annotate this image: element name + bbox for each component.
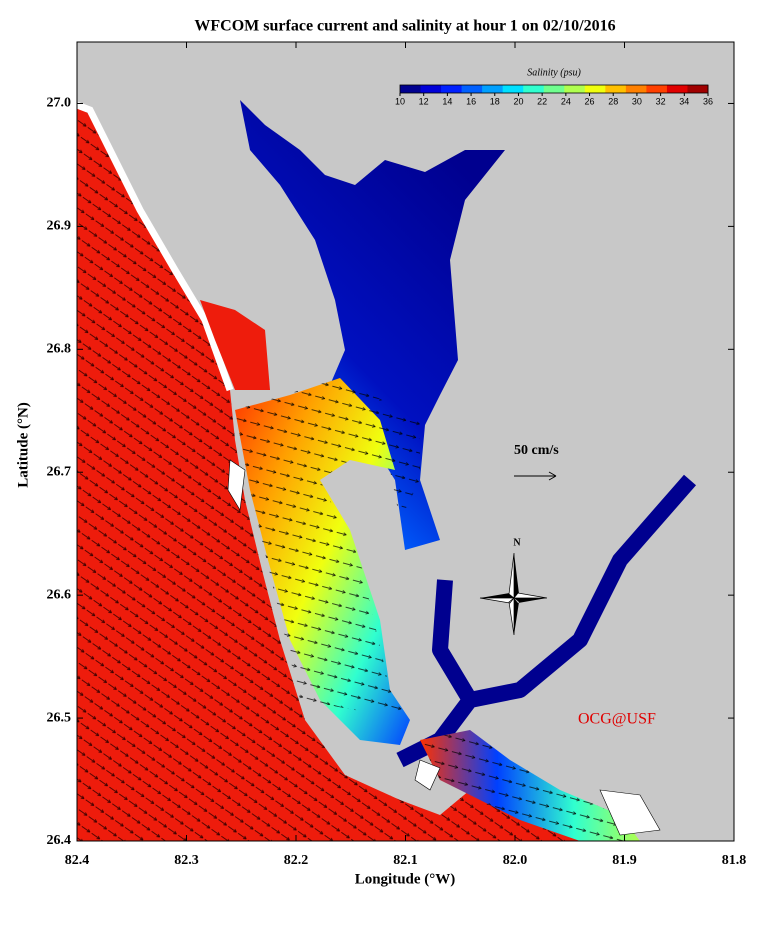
barrier-islands — [77, 101, 234, 392]
colorbar-label: Salinity (psu) — [527, 67, 581, 78]
lemon-bay — [200, 300, 270, 390]
y-axis-label: Latitude (°N) — [15, 402, 31, 488]
colorbar-segment — [461, 85, 483, 93]
charlotte-harbor — [240, 100, 505, 550]
chart-title: WFCOM surface current and salinity at ho… — [194, 18, 615, 35]
compass-light — [479, 552, 548, 636]
scale-arrow: 50 cm/s — [514, 443, 559, 481]
colorbar-tick-label: 18 — [490, 96, 500, 106]
scale-label: 50 cm/s — [514, 443, 559, 458]
x-tick-label: 82.1 — [393, 853, 418, 868]
colorbar-segment — [564, 85, 586, 93]
colorbar-tick-label: 26 — [585, 96, 595, 106]
colorbar-tick-label: 14 — [442, 96, 452, 106]
colorbar-tick-label: 32 — [656, 96, 666, 106]
colorbar-segment — [625, 85, 647, 93]
x-tick-label: 82.0 — [503, 853, 528, 868]
colorbar-tick-label: 28 — [608, 96, 618, 106]
colorbar-segment — [400, 85, 422, 93]
colorbar-segment — [482, 85, 504, 93]
y-tick-label: 26.7 — [47, 464, 72, 479]
colorbar-tick-label: 16 — [466, 96, 476, 106]
map-area — [77, 42, 734, 841]
north-label: N — [513, 537, 521, 548]
colorbar-segment — [543, 85, 565, 93]
colorbar-segment — [584, 85, 606, 93]
x-tick-label: 82.3 — [174, 853, 199, 868]
colorbar-segment — [646, 85, 668, 93]
colorbar-frame — [399, 84, 709, 94]
colorbar-tick-label: 22 — [537, 96, 547, 106]
colorbar-segment — [523, 85, 545, 93]
y-tick-label: 26.9 — [47, 219, 72, 234]
sound-vectors — [235, 378, 420, 720]
y-tick-label: 26.8 — [47, 342, 72, 357]
colorbar-tick-label: 20 — [513, 96, 523, 106]
scale-head — [548, 471, 557, 481]
colorbar-segment — [666, 85, 688, 93]
x-tick-label: 81.8 — [722, 853, 747, 868]
colorbar-tick-label: 24 — [561, 96, 571, 106]
colorbar-tick-label: 10 — [395, 96, 405, 106]
credit: OCG@USF — [578, 711, 656, 728]
colorbar-tick-label: 34 — [679, 96, 689, 106]
bay-vectors — [420, 730, 640, 841]
y-tick-label: 27.0 — [47, 96, 72, 111]
islands — [227, 459, 661, 836]
y-tick-label: 26.5 — [47, 710, 72, 725]
colorbar-segment — [420, 85, 442, 93]
y-tick-label: 26.6 — [47, 587, 72, 602]
colorbar-segment — [605, 85, 627, 93]
colorbar-segment — [441, 85, 463, 93]
colorbar-segment — [502, 85, 524, 93]
x-tick-label: 81.9 — [612, 853, 637, 868]
north-arrow: N — [479, 537, 548, 636]
colorbar-tick-label: 30 — [632, 96, 642, 106]
y-tick-label: 26.4 — [47, 833, 72, 848]
colorbar: Salinity (psu) 10 12 14 16 18 20 22 24 26 28 30 32 3… — [395, 67, 713, 106]
colorbar-tick-label: 36 — [703, 96, 713, 106]
x-axis-label: Longitude (°W) — [355, 871, 456, 887]
colorbar-tick-label: 12 — [419, 96, 429, 106]
colorbar-segment — [687, 85, 709, 93]
current-vectors — [77, 105, 630, 841]
x-tick-label: 82.2 — [284, 853, 309, 868]
x-tick-label: 82.4 — [65, 853, 90, 868]
